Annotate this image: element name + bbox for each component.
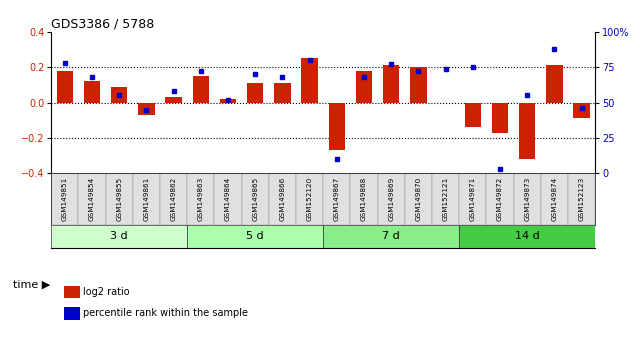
Bar [193,76,209,103]
Text: GSM149873: GSM149873 [524,177,530,221]
FancyBboxPatch shape [432,173,460,225]
Text: GSM149872: GSM149872 [497,177,503,221]
Bar [492,103,508,133]
Bar [329,103,345,150]
Bar [519,103,535,159]
Bar [111,87,127,103]
Text: GSM149862: GSM149862 [171,177,177,221]
Text: GSM149864: GSM149864 [225,177,231,221]
FancyBboxPatch shape [106,173,133,225]
FancyBboxPatch shape [351,173,378,225]
Text: 7 d: 7 d [382,231,400,241]
Bar [166,97,182,103]
FancyBboxPatch shape [51,173,79,225]
Text: GSM149870: GSM149870 [415,177,421,221]
Text: GSM149851: GSM149851 [62,177,68,221]
Text: GSM149871: GSM149871 [470,177,476,221]
Bar [84,81,100,103]
Text: GSM149865: GSM149865 [252,177,258,221]
Text: GSM149866: GSM149866 [280,177,285,221]
FancyBboxPatch shape [188,225,323,248]
FancyBboxPatch shape [296,173,323,225]
Bar [220,99,236,103]
Bar [573,103,590,119]
FancyBboxPatch shape [323,173,351,225]
Bar [356,71,372,103]
Text: GSM149874: GSM149874 [552,177,557,221]
Text: 5 d: 5 d [246,231,264,241]
FancyBboxPatch shape [514,173,541,225]
Bar [138,103,155,115]
Text: 3 d: 3 d [110,231,128,241]
FancyBboxPatch shape [160,173,188,225]
Bar [410,67,427,103]
Bar [465,103,481,127]
FancyBboxPatch shape [541,173,568,225]
Text: GSM149861: GSM149861 [143,177,149,221]
FancyBboxPatch shape [323,225,460,248]
FancyBboxPatch shape [568,173,595,225]
FancyBboxPatch shape [214,173,242,225]
Bar [383,65,399,103]
Text: GDS3386 / 5788: GDS3386 / 5788 [51,18,154,31]
Text: GSM152120: GSM152120 [307,177,312,221]
Text: time ▶: time ▶ [13,280,50,290]
Text: percentile rank within the sample: percentile rank within the sample [83,308,248,318]
Bar [547,65,563,103]
Text: GSM149867: GSM149867 [334,177,340,221]
Text: GSM149855: GSM149855 [116,177,122,221]
Text: GSM149863: GSM149863 [198,177,204,221]
Text: 14 d: 14 d [515,231,540,241]
FancyBboxPatch shape [133,173,160,225]
FancyBboxPatch shape [460,225,595,248]
FancyBboxPatch shape [269,173,296,225]
Bar [301,58,318,103]
FancyBboxPatch shape [486,173,514,225]
FancyBboxPatch shape [79,173,106,225]
FancyBboxPatch shape [405,173,432,225]
Bar [247,83,264,103]
Text: GSM149854: GSM149854 [89,177,95,221]
Text: log2 ratio: log2 ratio [83,287,130,297]
Bar [57,71,73,103]
FancyBboxPatch shape [51,225,188,248]
Text: GSM152123: GSM152123 [579,177,584,221]
FancyBboxPatch shape [460,173,486,225]
Text: GSM149869: GSM149869 [388,177,394,221]
FancyBboxPatch shape [188,173,214,225]
FancyBboxPatch shape [242,173,269,225]
Text: GSM149868: GSM149868 [361,177,367,221]
Bar [275,83,291,103]
Text: GSM152121: GSM152121 [443,177,449,221]
FancyBboxPatch shape [378,173,405,225]
